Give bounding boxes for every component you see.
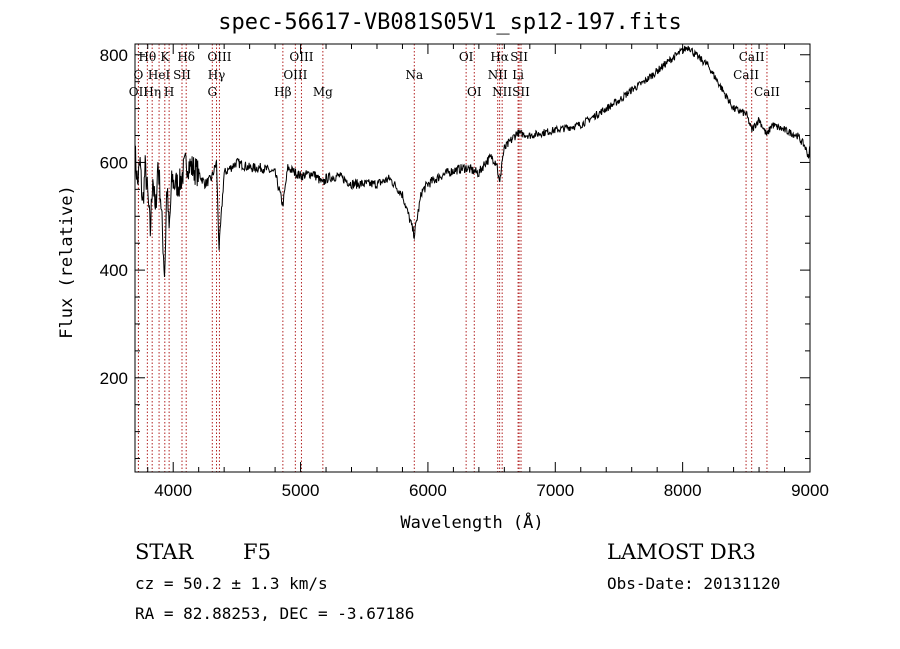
spectral-line-label: K xyxy=(160,50,170,64)
spectral-line-label: Mg xyxy=(313,85,333,99)
x-tick-label: 5000 xyxy=(282,481,320,500)
survey-name: LAMOST DR3 xyxy=(607,540,756,564)
spectral-line-label: NII xyxy=(488,68,508,82)
x-tick-label: 6000 xyxy=(409,481,447,500)
spectral-line-label: CaII xyxy=(754,85,780,99)
coordinates-text: RA = 82.88253, DEC = -3.67186 xyxy=(135,604,415,623)
spectral-line-label: CaII xyxy=(739,50,765,64)
spectral-line-label: OII xyxy=(129,85,149,99)
spectral-line-label: OI xyxy=(467,85,482,99)
spectral-line-markers xyxy=(137,44,768,472)
spectral-line-label: Hβ xyxy=(274,85,291,99)
y-tick-label: 200 xyxy=(100,369,128,388)
spectral-line-label: SII xyxy=(173,68,191,82)
obs-date: Obs-Date: 20131120 xyxy=(607,574,781,593)
x-tick-label: 9000 xyxy=(791,481,829,500)
spectral-line-label: H xyxy=(164,85,174,99)
spectral-subclass: F5 xyxy=(243,540,271,564)
y-tick-label: 400 xyxy=(100,261,128,280)
spectrum-line xyxy=(134,45,811,278)
spectral-line-label: O xyxy=(134,68,144,82)
spectral-line-label: Hδ xyxy=(177,50,195,64)
y-tick-label: 800 xyxy=(100,46,128,65)
spectral-line-label: NII xyxy=(492,85,512,99)
spectral-line-label: Hγ xyxy=(208,68,226,82)
spectral-line-label: OIII xyxy=(207,50,231,64)
object-type: STAR xyxy=(135,540,194,564)
x-tick-label: 7000 xyxy=(536,481,574,500)
spectral-line-label: OI xyxy=(459,50,474,64)
spectral-line-label: Li xyxy=(512,68,524,82)
spectral-line-label: G xyxy=(208,85,218,99)
redshift-text: cz = 50.2 ± 1.3 km/s xyxy=(135,574,328,593)
spectral-line-label: Hθ xyxy=(139,50,157,64)
spectral-line-label: OIII xyxy=(283,68,307,82)
y-tick-label: 600 xyxy=(100,153,128,172)
plot-frame xyxy=(134,43,811,473)
x-tick-label: 4000 xyxy=(154,481,192,500)
y-axis: 200 400 600 800 xyxy=(100,46,810,460)
chart-title: spec-56617-VB081S05V1_sp12-197.fits xyxy=(218,10,682,35)
x-tick-label: 8000 xyxy=(664,481,702,500)
spectral-line-label: Na xyxy=(405,68,423,82)
spectral-line-label: OIII xyxy=(289,50,313,64)
spectral-line-label: Hα xyxy=(490,50,509,64)
spectral-line-label: CaII xyxy=(733,68,759,82)
spectral-line-label: SII xyxy=(510,50,528,64)
spectral-line-label: SII xyxy=(512,85,530,99)
y-axis-label: Flux (relative) xyxy=(57,185,77,339)
x-axis: 4000 5000 6000 7000 8000 9000 xyxy=(147,44,829,500)
spectral-line-label: HeI xyxy=(148,68,171,82)
x-axis-label: Wavelength (Å) xyxy=(400,511,543,533)
spectral-line-label: Hη xyxy=(143,85,161,99)
